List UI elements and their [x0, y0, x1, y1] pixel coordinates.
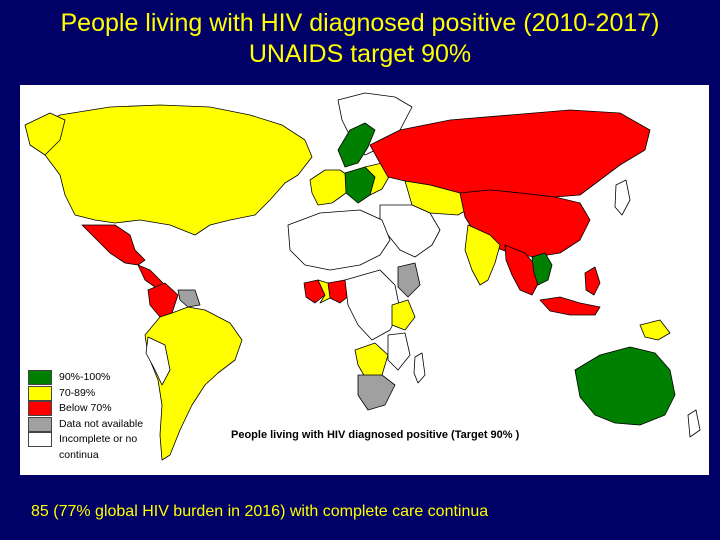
region-madagascar — [413, 352, 426, 384]
map-caption: People living with HIV diagnosed positiv… — [231, 429, 520, 441]
region-alaska — [24, 112, 66, 156]
legend-label: Data not available — [59, 417, 144, 430]
region-venezuela-grey — [177, 289, 201, 308]
legend-swatch-white — [28, 432, 52, 447]
legend-swatch-green — [28, 370, 52, 385]
legend-label: Incomplete or no continua — [59, 433, 138, 461]
region-mexico — [81, 224, 146, 266]
region-japan — [614, 179, 631, 216]
region-papua-new-guinea — [639, 319, 671, 341]
title-line-1: People living with HIV diagnosed positiv… — [60, 9, 660, 37]
legend-item-red: Below 70% — [28, 401, 169, 417]
legend-swatch-grey — [28, 416, 52, 432]
legend-swatch-red — [28, 401, 52, 416]
region-southern-africa-grey — [357, 374, 396, 411]
world-map-panel: 90%-100% 70-89% Below 70% Data not avail… — [20, 85, 709, 475]
region-western-europe — [309, 169, 351, 206]
world-map — [24, 92, 701, 461]
region-southern-africa-yellow — [354, 342, 389, 378]
region-thailand — [531, 252, 553, 286]
map-legend: 90%-100% 70-89% Below 70% Data not avail… — [28, 370, 169, 463]
slide-title: People living with HIV diagnosed positiv… — [0, 8, 720, 70]
region-philippines — [584, 266, 601, 296]
region-north-america — [29, 104, 313, 236]
region-scandinavia — [337, 122, 376, 168]
legend-item-grey: Data not available — [28, 416, 169, 433]
region-central-africa — [344, 269, 401, 341]
title-line-2: UNAIDS target 90% — [248, 40, 472, 68]
legend-item-yellow: 70-89% — [28, 385, 169, 402]
region-new-zealand — [687, 409, 701, 438]
legend-label: 70-89% — [59, 386, 96, 399]
region-indonesia — [539, 296, 601, 316]
region-southeast-asia — [504, 244, 541, 296]
legend-label: Below 70% — [59, 402, 112, 414]
legend-item-green: 90%-100% — [28, 370, 169, 386]
footer-note: 85 (77% global HIV burden in 2016) with … — [31, 503, 489, 520]
region-south-america — [144, 306, 243, 461]
region-east-africa — [391, 299, 416, 331]
region-mozambique — [387, 332, 411, 371]
region-west-africa-red — [303, 279, 326, 304]
legend-swatch-yellow — [28, 385, 52, 401]
region-india — [464, 224, 501, 286]
region-horn-of-africa — [397, 262, 421, 298]
region-colombia — [147, 282, 179, 318]
region-south-america-white — [145, 336, 171, 386]
legend-label: 90%-100% — [59, 371, 111, 383]
region-west-africa-yellow — [317, 279, 331, 304]
region-australia — [574, 346, 676, 426]
legend-item-white: Incomplete or no continua — [28, 432, 169, 463]
region-north-africa — [287, 209, 391, 271]
